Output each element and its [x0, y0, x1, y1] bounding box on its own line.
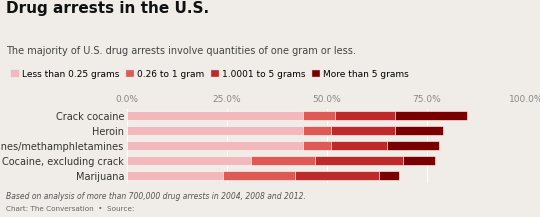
Bar	[127, 171, 223, 180]
Bar	[403, 156, 435, 165]
Bar	[315, 156, 403, 165]
Legend: Less than 0.25 grams, 0.26 to 1 gram, 1.0001 to 5 grams, More than 5 grams: Less than 0.25 grams, 0.26 to 1 gram, 1.…	[11, 70, 409, 79]
Bar	[127, 112, 303, 120]
Bar	[223, 171, 295, 180]
Bar	[295, 171, 379, 180]
Bar	[335, 112, 395, 120]
Bar	[379, 171, 399, 180]
Bar	[127, 141, 303, 150]
Text: Drug arrests in the U.S.: Drug arrests in the U.S.	[6, 1, 210, 16]
Bar	[395, 112, 467, 120]
Bar	[330, 141, 387, 150]
Bar	[127, 127, 303, 135]
Bar	[303, 141, 330, 150]
Bar	[303, 112, 335, 120]
Bar	[251, 156, 315, 165]
Bar	[395, 127, 443, 135]
Bar	[303, 127, 330, 135]
Text: Based on analysis of more than 700,000 drug arrests in 2004, 2008 and 2012.: Based on analysis of more than 700,000 d…	[6, 192, 306, 201]
Bar	[387, 141, 438, 150]
Text: Chart: The Conversation  •  Source:: Chart: The Conversation • Source:	[6, 206, 137, 212]
Bar	[330, 127, 395, 135]
Text: The majority of U.S. drug arrests involve quantities of one gram or less.: The majority of U.S. drug arrests involv…	[6, 46, 356, 56]
Bar	[127, 156, 251, 165]
